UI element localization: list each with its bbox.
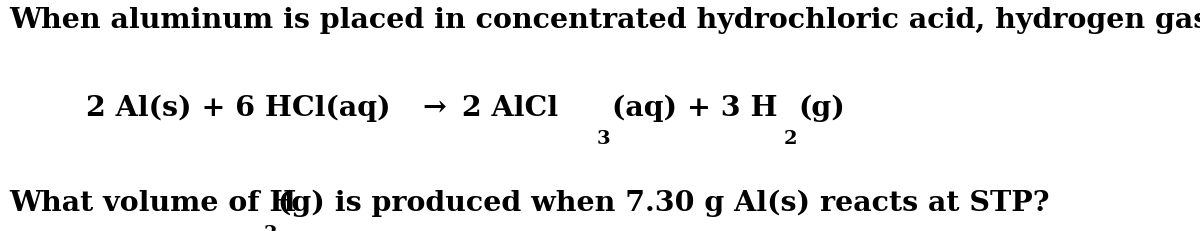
Text: 2 Al(s) + 6 HCl(aq): 2 Al(s) + 6 HCl(aq) [86,94,401,122]
Text: 2: 2 [784,129,797,147]
Text: (g): (g) [798,94,845,122]
Text: What volume of H: What volume of H [10,189,296,216]
Text: 2 AlCl: 2 AlCl [452,94,558,122]
Text: (aq) + 3 H: (aq) + 3 H [612,94,778,122]
Text: When aluminum is placed in concentrated hydrochloric acid, hydrogen gas is produ: When aluminum is placed in concentrated … [10,7,1200,34]
Text: (g) is produced when 7.30 g Al(s) reacts at STP?: (g) is produced when 7.30 g Al(s) reacts… [278,189,1050,216]
Text: 3: 3 [596,129,610,147]
Text: →: → [422,94,446,122]
Text: 2: 2 [264,224,277,231]
